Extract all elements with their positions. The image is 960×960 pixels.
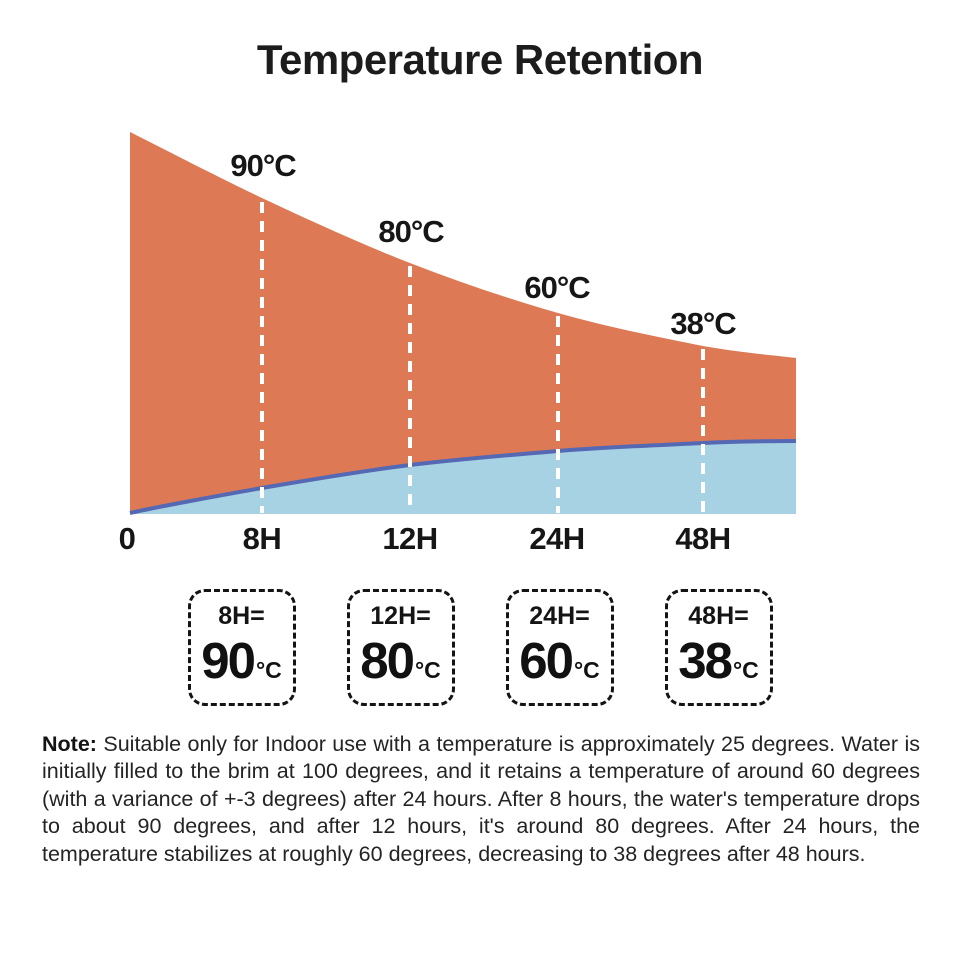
- hot-area-shape: [130, 132, 796, 514]
- summary-box-value: 60: [519, 632, 574, 689]
- summary-box-value: 38: [678, 632, 733, 689]
- page-title: Temperature Retention: [256, 36, 704, 83]
- summary-box-value: 80: [360, 632, 415, 689]
- summary-box-8h: 8H= 90°C: [187, 589, 296, 706]
- x-axis-label-12h: 12H: [382, 521, 438, 556]
- x-axis-label-8h: 8H: [242, 521, 282, 556]
- summary-box-12h: 12H= 80°C: [346, 589, 455, 706]
- note-body: Suitable only for Indoor use with a temp…: [42, 732, 920, 866]
- summary-box-unit: °C: [573, 657, 600, 683]
- x-axis-label-0: 0: [118, 521, 136, 556]
- cool-boundary-line: [129, 439, 797, 515]
- summary-box-value-row: 60°C: [509, 632, 611, 703]
- summary-box-label: 48H=: [688, 602, 749, 630]
- x-axis-label-48h: 48H: [675, 521, 731, 556]
- cool-area-shape: [130, 441, 796, 514]
- summary-box-value: 90: [201, 632, 256, 689]
- summary-box-48h: 48H= 38°C: [664, 589, 773, 706]
- summary-box-value-row: 80°C: [350, 632, 452, 703]
- curve-label-8h: 90°C: [230, 148, 296, 183]
- summary-box-unit: °C: [732, 657, 759, 683]
- summary-box-label: 24H=: [529, 602, 590, 630]
- summary-box-unit: °C: [255, 657, 282, 683]
- summary-box-value-row: 90°C: [191, 632, 293, 703]
- x-axis-label-24h: 24H: [529, 521, 585, 556]
- summary-box-unit: °C: [414, 657, 441, 683]
- curve-label-48h: 38°C: [670, 306, 736, 341]
- summary-boxes-row: 8H= 90°C 12H= 80°C 24H= 60°C 48H= 38°C: [0, 589, 960, 706]
- summary-box-label: 12H=: [370, 602, 431, 630]
- summary-box-24h: 24H= 60°C: [505, 589, 614, 706]
- note-label: Note:: [42, 732, 97, 756]
- note-paragraph: Note: Suitable only for Indoor use with …: [42, 731, 920, 868]
- summary-box-label: 8H=: [218, 602, 265, 630]
- curve-label-24h: 60°C: [524, 270, 590, 305]
- summary-box-value-row: 38°C: [668, 632, 770, 703]
- curve-label-12h: 80°C: [378, 214, 444, 249]
